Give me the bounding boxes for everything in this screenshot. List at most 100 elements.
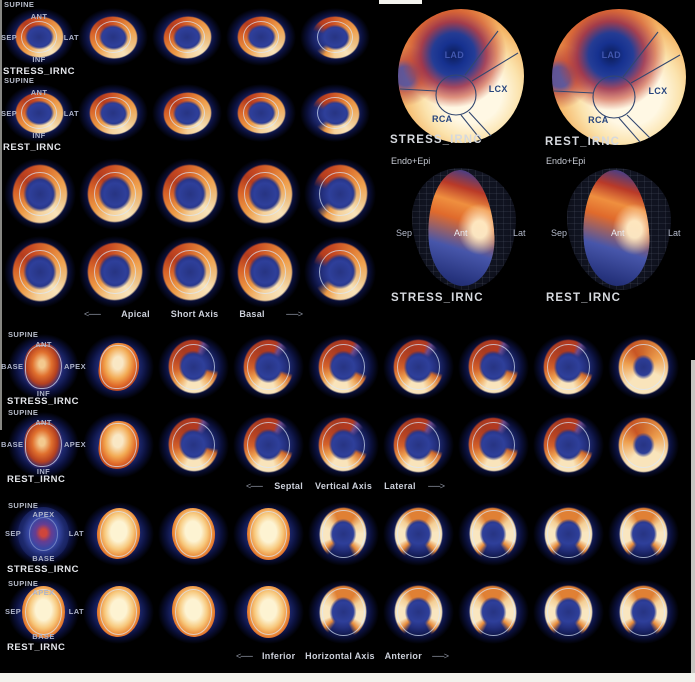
annotated-slice-cell: SUPINE ANT BASE APEX INF REST_IRNC xyxy=(1,408,86,484)
position-label: SUPINE xyxy=(8,330,39,339)
right-arrow: ------> xyxy=(427,481,445,491)
annotated-slice-cell: SUPINE ANT BASE APEX INF STRESS_IRNC xyxy=(1,330,86,406)
axis-start-label: Inferior xyxy=(262,651,296,661)
short-axis-rest-basal-row xyxy=(4,236,379,308)
orientation-label-apex: APEX xyxy=(32,588,55,597)
spect-slice xyxy=(158,334,229,400)
spect-slice xyxy=(458,412,529,478)
spect-slice xyxy=(308,580,379,644)
spect-slice xyxy=(383,334,454,400)
orientation-label-anterior: ANT xyxy=(30,88,48,97)
orientation-label-base: BASE xyxy=(1,362,24,372)
spect-slice xyxy=(300,8,370,66)
axis-name-label: Horizontal Axis xyxy=(305,651,375,661)
spect-slice xyxy=(8,580,79,644)
surface-label-septal: Sep xyxy=(551,228,568,238)
spect-slice xyxy=(304,236,376,308)
orientation-label-lateral: LAT xyxy=(63,108,79,118)
surface-caption-stress: STRESS_IRNC xyxy=(391,292,484,304)
orientation-label-inferior: INF xyxy=(32,54,46,64)
territory-lines xyxy=(553,31,681,143)
position-label: SUPINE xyxy=(4,76,35,85)
territory-label-lad: LAD xyxy=(444,49,465,60)
series-caption: STRESS_IRNC xyxy=(7,563,80,575)
axis-end-label: Lateral xyxy=(384,481,416,491)
vertical-axis-stress-row: SUPINE ANT BASE APEX INF STRESS_IRNC xyxy=(1,330,683,406)
right-arrow: ------> xyxy=(431,651,449,661)
surface-label-lateral: Lat xyxy=(668,228,681,238)
orientation-label-base: BASE xyxy=(32,631,55,641)
short-axis-stress-basal-row xyxy=(4,158,379,230)
position-label: SUPINE xyxy=(8,579,39,588)
spect-slice xyxy=(8,412,79,478)
axis-end-label: Basal xyxy=(239,309,265,319)
horizontal-axis-rest-row: SUPINE APEX SEP LAT BASE REST_IRNC xyxy=(5,579,683,652)
spect-slice xyxy=(152,84,222,142)
territory-label-lad: LAD xyxy=(601,50,621,61)
spect-slice xyxy=(78,84,148,142)
spect-slice xyxy=(83,502,154,566)
spect-slice xyxy=(304,158,376,230)
orientation-label-septal: SEP xyxy=(1,108,18,118)
spect-slice xyxy=(533,412,604,478)
page-edge-left xyxy=(0,0,2,430)
left-arrow: <------ xyxy=(246,481,263,491)
horizontal-axis-caption: <------ Inferior Horizontal Axis Anterio… xyxy=(236,651,449,661)
position-label: SUPINE xyxy=(8,501,39,510)
orientation-label-apex: APEX xyxy=(63,440,86,450)
spect-slice xyxy=(158,412,229,478)
spect-slice xyxy=(154,236,226,308)
short-axis-rest-row: SUPINE ANT SEP LAT INF REST_IRNC xyxy=(1,77,374,152)
spect-slice xyxy=(383,580,454,644)
spect-slice xyxy=(4,84,74,142)
orientation-label-inferior: INF xyxy=(36,388,51,398)
spect-slice xyxy=(308,412,379,478)
right-arrow: ------> xyxy=(285,309,303,319)
polar-caption-stress: STRESS_IRNC xyxy=(390,134,483,146)
horizontal-axis-stress-row: SUPINE APEX SEP LAT BASE STRESS_IRNC xyxy=(5,501,683,574)
territory-label-lcx: LCX xyxy=(488,84,508,95)
surface-label-septal: Sep xyxy=(396,228,413,238)
spect-slice xyxy=(233,502,304,566)
territory-label-lcx: LCX xyxy=(648,85,668,96)
surface-header-stress: Endo+Epi xyxy=(391,156,431,166)
spect-slice xyxy=(458,502,529,566)
spect-slice xyxy=(533,580,604,644)
spect-slice xyxy=(533,502,604,566)
spect-slice xyxy=(233,580,304,644)
surface-label-lateral: Lat xyxy=(513,228,526,238)
spect-slice xyxy=(158,580,229,644)
orientation-label-lateral: LAT xyxy=(68,607,84,617)
spect-slice xyxy=(229,236,301,308)
spect-slice xyxy=(83,412,154,478)
spect-slice xyxy=(8,334,79,400)
orientation-label-lateral: LAT xyxy=(63,32,79,42)
series-caption: REST_IRNC xyxy=(3,141,62,153)
spect-slice xyxy=(233,334,304,400)
spect-slice xyxy=(383,502,454,566)
territory-label-rca: RCA xyxy=(432,113,453,124)
spect-slice xyxy=(308,502,379,566)
spect-slice xyxy=(458,580,529,644)
surface-label-anterior: Ant xyxy=(611,228,625,238)
spect-slice xyxy=(383,412,454,478)
orientation-label-anterior: ANT xyxy=(30,12,48,21)
spect-slice xyxy=(152,8,222,66)
page-edge-tab xyxy=(379,0,422,4)
orientation-label-septal: SEP xyxy=(5,607,22,617)
spect-slice xyxy=(79,158,151,230)
position-label: SUPINE xyxy=(8,408,39,417)
series-caption: STRESS_IRNC xyxy=(3,65,76,77)
spect-slice xyxy=(4,8,74,66)
annotated-slice-cell: SUPINE APEX SEP LAT BASE REST_IRNC xyxy=(5,579,84,652)
orientation-label-inferior: INF xyxy=(36,466,51,476)
page-edge-right xyxy=(691,360,695,673)
spect-slice xyxy=(79,236,151,308)
polar-caption-rest: REST_IRNC xyxy=(545,136,621,148)
orientation-label-septal: SEP xyxy=(5,529,22,539)
series-caption: STRESS_IRNC xyxy=(7,395,80,407)
spect-slice xyxy=(4,158,76,230)
orientation-label-apex: APEX xyxy=(63,362,86,372)
orientation-label-lateral: LAT xyxy=(68,529,84,539)
spect-slice xyxy=(83,580,154,644)
